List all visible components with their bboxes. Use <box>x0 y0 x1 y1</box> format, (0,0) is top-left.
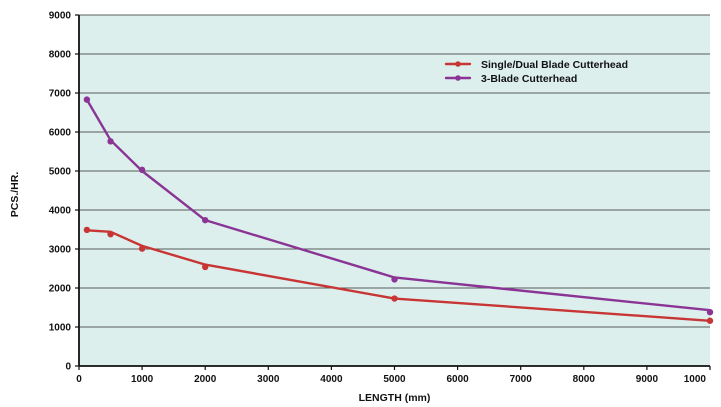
plot-area <box>79 15 710 366</box>
data-point-single-dual-blade <box>107 230 114 238</box>
data-point-3-blade <box>706 308 714 316</box>
y-tick-label: 9000 <box>49 11 72 22</box>
data-point-single-dual-blade <box>138 245 146 252</box>
x-tick-label: 8000 <box>573 374 596 385</box>
legend-marker-single-dual-blade <box>455 61 461 67</box>
data-point-3-blade <box>391 276 398 283</box>
data-point-single-dual-blade <box>706 317 714 324</box>
x-tick-label: 2000 <box>194 374 217 385</box>
x-tick-label: 9000 <box>636 374 659 385</box>
legend-label-3-blade: 3-Blade Cutterhead <box>481 73 577 85</box>
x-tick-label: 1000 <box>684 374 707 385</box>
legend-marker-3-blade <box>455 75 461 81</box>
y-axis-title: PCS./HR. <box>9 172 21 218</box>
x-tick-label: 1000 <box>131 374 154 385</box>
data-point-single-dual-blade <box>202 263 209 271</box>
y-tick-label: 8000 <box>49 50 72 61</box>
x-tick-label: 7000 <box>510 374 533 385</box>
series-line-single-dual-blade <box>85 229 712 322</box>
x-tick-label: 6000 <box>446 374 469 385</box>
x-tick-label: 0 <box>76 374 82 385</box>
x-tick-label: 4000 <box>320 374 343 385</box>
x-tick-label: 3000 <box>257 374 280 385</box>
x-axis-title: LENGTH (mm) <box>359 392 431 404</box>
series-line-3-blade <box>85 98 712 312</box>
y-tick-label: 2000 <box>49 284 72 295</box>
data-point-3-blade <box>202 216 209 224</box>
y-tick-label: 7000 <box>49 89 72 100</box>
data-point-single-dual-blade <box>83 226 91 234</box>
x-tick-label: 5000 <box>383 374 406 385</box>
plot-background-layer <box>79 15 710 366</box>
grid-layer <box>79 14 710 328</box>
ticks-layer <box>75 14 711 370</box>
y-tick-label: 5000 <box>49 167 72 178</box>
data-point-3-blade <box>83 96 91 103</box>
data-point-3-blade <box>107 138 114 145</box>
y-tick-label: 1000 <box>49 323 72 334</box>
data-point-3-blade <box>138 166 146 174</box>
y-tick-label: 6000 <box>49 128 72 139</box>
labels-layer: 0 1000 2000 3000 4000 5000 6000 7000 8000 9000 0 10… <box>9 11 706 405</box>
y-tick-label: 3000 <box>49 245 72 256</box>
series-layer <box>83 96 714 324</box>
legend-layer: Single/Dual Blade Cutterhead 3-Blade Cutt… <box>444 59 628 85</box>
data-point-single-dual-blade <box>391 295 398 302</box>
legend-label-single-dual-blade: Single/Dual Blade Cutterhead <box>481 59 628 71</box>
y-tick-label: 0 <box>65 362 71 373</box>
y-tick-label: 4000 <box>49 206 72 217</box>
